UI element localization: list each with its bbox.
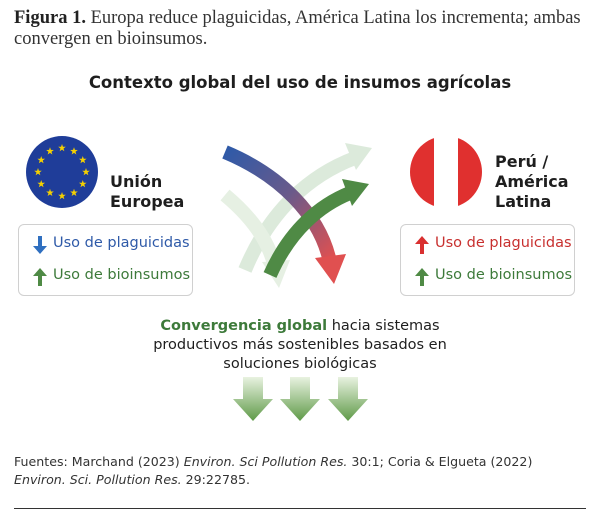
star <box>37 156 46 164</box>
down-arrows <box>233 377 368 421</box>
caption-text: Europa reduce plaguicidas, América Latin… <box>14 8 581 49</box>
figure-caption: Figura 1. Europa reduce plaguicidas, Amé… <box>14 8 589 50</box>
star <box>46 147 54 155</box>
indicator-box: Uso de plaguicidas Uso de bioinsumos <box>18 224 193 296</box>
heading: Contexto global del uso de insumos agríc… <box>88 73 512 92</box>
peru-flag <box>410 136 482 208</box>
indicator: Uso de bioinsumos <box>53 267 190 283</box>
sources: Fuentes: Marchand (2023) Environ. Sci Po… <box>14 453 586 489</box>
region-name: Unión Europea <box>110 172 185 211</box>
indicator: Uso de plaguicidas <box>53 235 190 251</box>
source-journal: Environ. Sci. Pollution Res. <box>14 472 182 487</box>
eu-flag <box>26 136 98 208</box>
star <box>34 168 42 176</box>
star <box>78 156 87 164</box>
star <box>58 144 66 152</box>
figure-label: Figura 1. <box>14 8 86 28</box>
star <box>78 180 87 188</box>
eu-arrow <box>222 145 337 264</box>
indicator-box: Uso de plaguicidas Uso de bioinsumos <box>400 224 575 296</box>
icons <box>33 236 429 286</box>
source-text: 29:22785. <box>181 472 250 487</box>
region-name: Perú / América Latina <box>495 152 569 211</box>
star <box>37 180 46 188</box>
bottom-rule <box>14 508 586 509</box>
indicator: Uso de plaguicidas <box>435 235 572 251</box>
star <box>46 188 54 197</box>
eu-stars <box>34 144 90 200</box>
source-journal: Environ. Sci Pollution Res. <box>183 454 348 469</box>
star <box>58 192 66 200</box>
star <box>70 188 78 197</box>
star <box>82 168 90 176</box>
convergence-text: hacia sistemas productivos más sostenibl… <box>153 318 447 372</box>
latam-arrowhead <box>342 179 369 206</box>
source-text: 30:1; Coria & Elgueta (2022) <box>347 454 533 469</box>
convergence-emphasis: Convergencia global <box>160 318 328 334</box>
convergence: Convergencia global hacia sistemas produ… <box>0 317 600 374</box>
latam-arrow <box>263 186 353 278</box>
indicator: Uso de bioinsumos <box>435 267 572 283</box>
star <box>70 147 78 155</box>
source-text: Fuentes: Marchand (2023) <box>14 454 184 469</box>
eu-arrowhead <box>315 254 346 284</box>
